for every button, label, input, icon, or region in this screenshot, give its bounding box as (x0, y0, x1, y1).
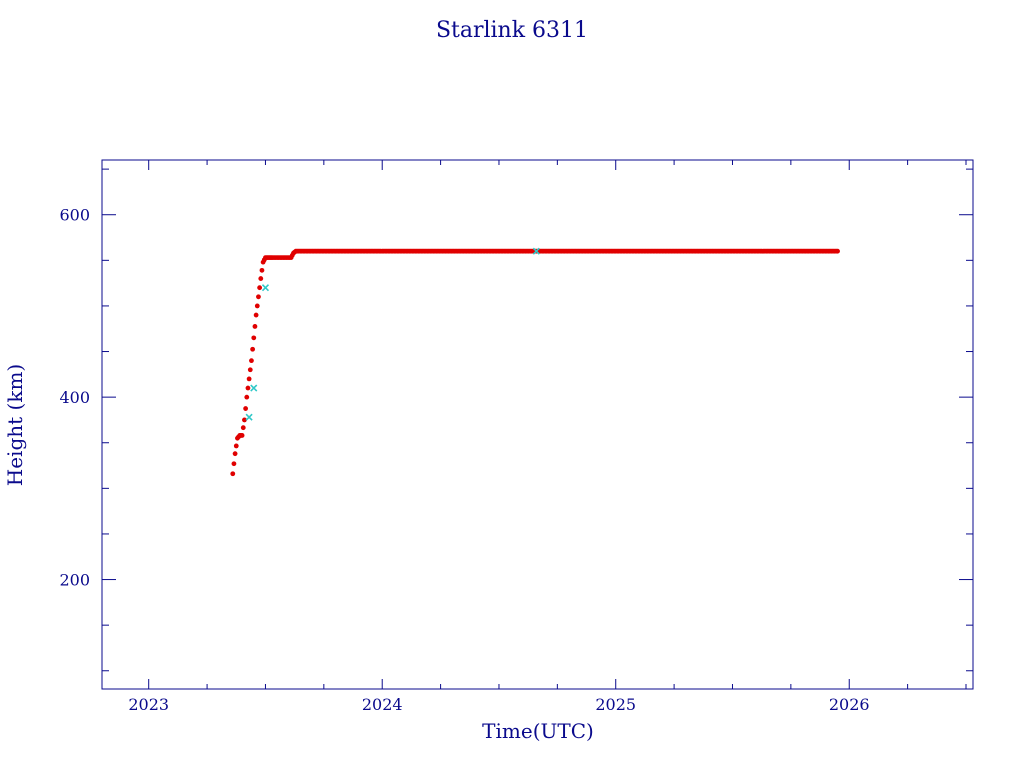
highlight-markers (245, 247, 540, 421)
data-point (835, 248, 840, 254)
data-point (249, 358, 254, 364)
chart-title: Starlink 6311 (436, 18, 588, 43)
y-tick-label: 400 (59, 388, 90, 407)
data-point (240, 425, 246, 431)
x-tick-label: 2024 (362, 695, 403, 714)
highlight-marker (250, 384, 258, 392)
data-point (250, 346, 256, 352)
axis-tick-labels: 2023 2024 2025 2026 200 400 600 (59, 206, 869, 714)
y-tick-label: 600 (59, 206, 90, 225)
data-point (257, 285, 263, 291)
data-point (230, 471, 236, 477)
data-point (242, 417, 247, 423)
data-point (246, 376, 252, 382)
x-axis-label: Time(UTC) (482, 719, 594, 743)
data-point (251, 335, 257, 341)
y-axis-label: Height (km) (3, 364, 27, 486)
data-point (232, 451, 238, 457)
highlight-marker (261, 284, 270, 292)
x-tick-label: 2025 (595, 695, 636, 714)
plot-frame (101, 159, 974, 690)
data-point (243, 406, 249, 411)
data-point (259, 267, 265, 273)
data-point (244, 394, 250, 400)
data-point (254, 303, 260, 309)
axis-ticks (102, 160, 973, 689)
y-tick-label: 200 (59, 571, 90, 590)
highlight-marker (245, 413, 253, 421)
data-point (252, 324, 258, 329)
data-point (239, 433, 245, 438)
data-point (247, 367, 253, 373)
data-point (233, 443, 239, 449)
x-tick-label: 2026 (829, 695, 870, 714)
data-point (256, 294, 261, 300)
highlight-marker (532, 247, 540, 255)
data-point (258, 276, 264, 281)
data-point (245, 385, 251, 391)
data-points (230, 248, 840, 477)
data-point (231, 461, 237, 467)
data-point (253, 312, 259, 318)
x-tick-label: 2023 (128, 695, 169, 714)
